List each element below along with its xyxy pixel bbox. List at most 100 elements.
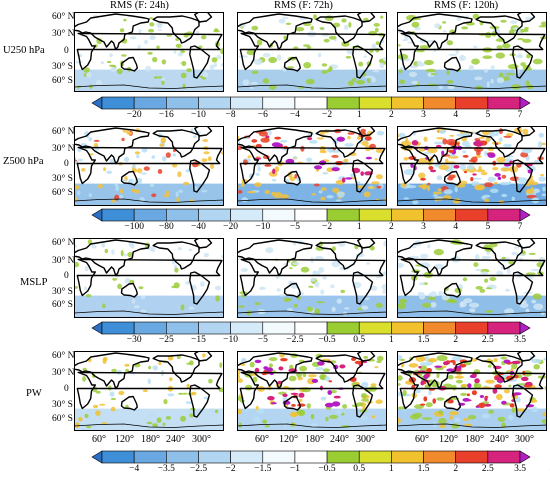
continent-coastline: [357, 351, 376, 362]
map-frame: [237, 12, 387, 92]
southern-error-band: [237, 408, 387, 431]
continent-coastline: [283, 56, 301, 72]
error-field-patch: [475, 286, 483, 290]
colorbar-tick-label: −10: [223, 335, 239, 345]
error-field-patch: [437, 291, 444, 296]
error-field-patch: [412, 412, 423, 418]
error-field-patch: [403, 197, 410, 200]
error-field-patch: [102, 303, 106, 309]
error-hotspot: [471, 373, 477, 378]
colorbar-tick-label: −2.5: [189, 464, 208, 474]
error-field-patch: [507, 267, 511, 274]
error-field-patch: [95, 79, 103, 86]
error-field-patch: [151, 155, 156, 159]
lon-label-300: 300°: [515, 434, 534, 445]
error-hotspot: [484, 403, 492, 407]
error-hotspot: [332, 401, 341, 407]
southern-error-band: [74, 295, 224, 318]
colorbar-segment: [133, 321, 167, 335]
error-hotspot: [523, 384, 532, 388]
error-field-patch: [82, 376, 87, 382]
error-field-patch: [461, 26, 469, 30]
error-field-patch: [505, 72, 515, 76]
error-field-patch: [203, 252, 209, 258]
error-field-patch: [148, 412, 155, 418]
error-field-patch: [511, 251, 518, 256]
lat-label-eq: 0: [64, 271, 69, 281]
error-hotspot: [290, 392, 299, 395]
error-field-patch: [163, 194, 170, 198]
error-field-patch: [216, 54, 222, 60]
error-field-patch: [462, 141, 470, 147]
error-field-patch: [238, 55, 248, 58]
lon-label-120: 120°: [439, 434, 458, 445]
error-hotspot: [285, 158, 295, 164]
error-field-patch: [321, 63, 328, 67]
error-field-patch: [306, 45, 312, 50]
colorbar-1: [91, 96, 531, 110]
error-field-patch: [363, 191, 371, 198]
error-field-patch: [338, 242, 346, 247]
error-field-patch: [110, 66, 117, 73]
error-field-patch: [443, 189, 453, 195]
colorbar-tick-label: −0.5: [318, 464, 336, 474]
error-field-patch: [369, 245, 375, 251]
error-field-patch: [343, 311, 347, 316]
error-field-patch: [336, 410, 343, 414]
error-field-patch: [74, 422, 80, 428]
error-field-patch: [268, 363, 273, 368]
error-field-patch: [306, 157, 313, 163]
error-field-patch: [241, 197, 248, 203]
error-field-patch: [152, 56, 158, 63]
error-field-patch: [373, 23, 380, 27]
error-field-patch: [180, 304, 185, 311]
colorbar-segment: [294, 321, 328, 335]
colorbar-tick-label: 7: [517, 222, 523, 232]
error-field-patch: [460, 55, 464, 60]
error-field-patch: [467, 415, 477, 420]
error-field-patch: [149, 35, 156, 41]
error-field-patch: [430, 301, 437, 308]
error-field-patch: [317, 52, 322, 58]
colorbar-segment: [423, 208, 456, 222]
lon-label-60: 60°: [415, 434, 429, 445]
error-field-patch: [427, 185, 430, 192]
error-field-patch: [328, 414, 339, 419]
error-field-patch: [211, 57, 218, 63]
error-field-patch: [487, 176, 496, 182]
error-field-patch: [140, 295, 146, 299]
colorbar-tick-label: 2: [389, 222, 394, 232]
error-field-patch: [292, 262, 300, 266]
error-field-patch: [210, 163, 215, 169]
error-field-patch: [83, 286, 87, 291]
continent-coastline: [443, 282, 461, 298]
colorbar-segment: [133, 450, 167, 464]
colorbar-tick-label: −25: [158, 335, 174, 345]
error-field-patch: [361, 398, 369, 402]
error-hotspot: [503, 163, 512, 167]
error-field-patch: [320, 187, 327, 191]
colorbar-tick-label: −1: [289, 464, 300, 474]
continent-coastline: [120, 282, 138, 298]
error-field-patch: [328, 148, 333, 153]
colorbar-4: [91, 450, 531, 464]
error-field-patch: [180, 50, 186, 54]
error-field-patch: [377, 355, 384, 362]
error-hotspot: [307, 137, 313, 141]
colorbar-tick-label: 7: [517, 110, 523, 120]
colorbar-tick-label: 3.5: [514, 335, 526, 345]
map-panel-r4-c3: [397, 351, 547, 431]
error-hotspot: [251, 139, 258, 143]
error-field-patch: [270, 191, 277, 196]
error-field-patch: [372, 69, 379, 73]
error-field-patch: [352, 77, 357, 82]
error-field-patch: [314, 308, 321, 315]
error-field-patch: [93, 142, 98, 148]
error-hotspot: [447, 399, 454, 404]
error-field-patch: [252, 376, 258, 383]
lat-label-30n: 30° N: [52, 29, 75, 39]
error-field-patch: [121, 137, 125, 142]
colorbar-segment: [326, 96, 360, 110]
error-field-patch: [505, 288, 511, 292]
error-field-patch: [501, 193, 508, 198]
